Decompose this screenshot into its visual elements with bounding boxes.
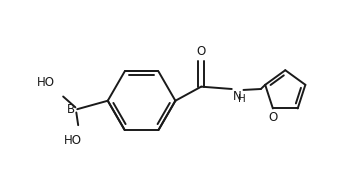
Text: H: H: [238, 94, 246, 104]
Text: O: O: [197, 45, 206, 58]
Text: N: N: [233, 90, 242, 103]
Text: HO: HO: [64, 134, 82, 147]
Text: HO: HO: [37, 77, 55, 90]
Text: O: O: [268, 111, 277, 124]
Text: B: B: [67, 103, 76, 116]
